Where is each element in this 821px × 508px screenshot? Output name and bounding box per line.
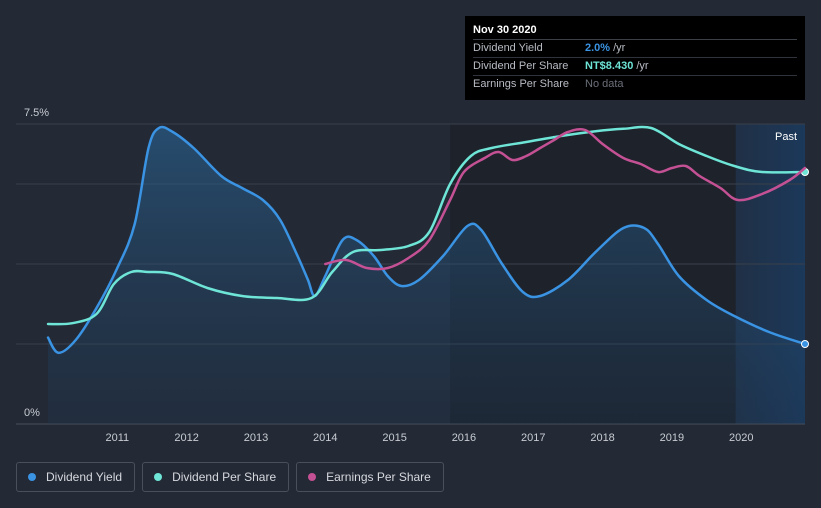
x-axis-labels: 2011 2012 2013 2014 2015 2016 2017 2018 2019 2020	[105, 432, 753, 444]
earnings-per-share-line	[324, 127, 807, 271]
x-tick-label: 2012	[174, 432, 198, 444]
tooltip-row-value: 2.0%	[585, 42, 611, 54]
legend-label: Earnings Per Share	[326, 470, 431, 484]
tooltip-date: Nov 30 2020	[473, 22, 797, 40]
tooltip-row-label: Dividend Yield	[473, 42, 543, 54]
dividend-yield-end-point	[801, 340, 809, 348]
tooltip-row-value: NT$8.430	[585, 60, 634, 72]
tooltip-row-value: No data	[585, 78, 624, 90]
tooltip-row-label: Dividend Per Share	[473, 60, 569, 72]
legend-label: Dividend Yield	[46, 470, 123, 484]
dividend-per-share-line	[46, 125, 807, 326]
legend-dot-icon	[28, 473, 36, 481]
legend-dot-icon	[154, 473, 163, 481]
x-tick-label: 2016	[452, 432, 476, 444]
tooltip-row: Earnings Per Share No data	[473, 76, 797, 93]
chart-legend: Dividend Yield Dividend Per Share Earnings…	[16, 462, 444, 492]
x-tick-label: 2017	[521, 432, 545, 444]
legend-item-earnings-per-share[interactable]: Earnings Per Share	[296, 462, 444, 492]
y-tick-label: 0%	[24, 407, 40, 419]
y-tick-label: 7.5%	[24, 107, 49, 119]
tooltip-row-label: Earnings Per Share	[473, 78, 569, 90]
series-lines	[46, 125, 809, 355]
x-tick-label: 2019	[660, 432, 684, 444]
tooltip-row-unit: /yr	[636, 60, 649, 72]
x-tick-label: 2015	[382, 432, 406, 444]
y-axis-labels: 7.5% 0%	[24, 107, 49, 419]
past-label: Past	[775, 131, 797, 143]
legend-item-dividend-yield[interactable]: Dividend Yield	[16, 462, 136, 492]
tooltip-row: Dividend Yield 2.0%/yr	[473, 40, 797, 58]
x-tick-label: 2011	[105, 432, 129, 444]
legend-item-dividend-per-share[interactable]: Dividend Per Share	[142, 462, 290, 492]
x-tick-label: 2014	[313, 432, 337, 444]
chart-tooltip: Nov 30 2020 Dividend Yield 2.0%/yr Dividen…	[465, 16, 805, 100]
x-tick-label: 2018	[590, 432, 614, 444]
x-tick-label: 2020	[729, 432, 753, 444]
tooltip-row: Dividend Per Share NT$8.430/yr	[473, 58, 797, 76]
dividend-yield-line	[46, 125, 807, 355]
dividend-yield-fill	[48, 127, 805, 425]
tooltip-row-unit: /yr	[613, 42, 626, 54]
x-tick-label: 2013	[244, 432, 268, 444]
dividend-yield-area	[48, 127, 805, 425]
legend-dot-icon	[308, 473, 317, 481]
legend-label: Dividend Per Share	[172, 470, 277, 484]
